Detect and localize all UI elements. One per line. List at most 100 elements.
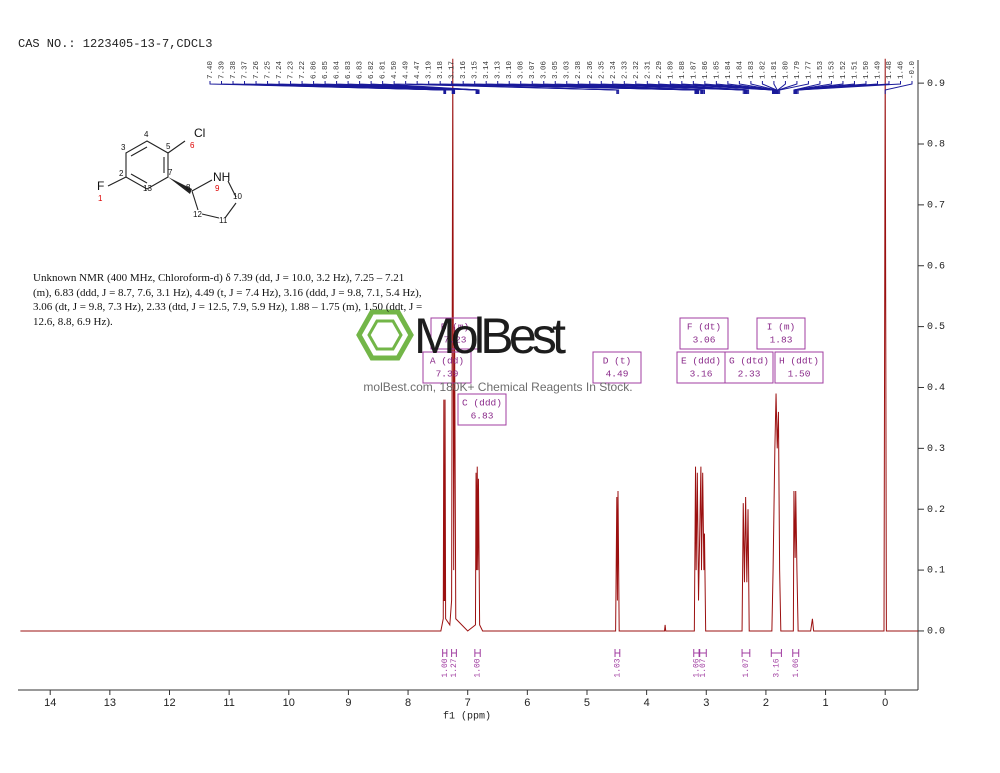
peak-leader: [779, 81, 809, 94]
multiplet-shift: 4.49: [606, 369, 629, 380]
peak-label: 1.50: [863, 60, 871, 79]
peak-label: 3.10: [506, 60, 514, 79]
peak-leader: [777, 81, 798, 94]
integral-label: 1.07: [742, 658, 751, 677]
peak-leader: [566, 81, 705, 94]
peak-label: 4.47: [414, 61, 422, 79]
multiplet-label: I (m): [767, 322, 796, 333]
x-tick-label: 6: [524, 697, 530, 709]
multiplet-box: [679, 317, 729, 350]
integral-label: 1.07: [699, 658, 708, 677]
x-tick-label: 1: [822, 697, 828, 709]
peak-label: 3.16: [460, 60, 468, 79]
peak-label: 6.83: [345, 60, 353, 79]
peak-label: 1.89: [667, 61, 675, 79]
y-tick-label: 0.9: [927, 79, 945, 90]
atom-label: NH: [213, 170, 230, 184]
peak-leader: [382, 81, 480, 94]
x-tick-label: 2: [763, 697, 769, 709]
x-tick-label: 13: [104, 697, 116, 709]
peak-label: 2.35: [598, 60, 606, 79]
peak-label: 1.49: [874, 61, 882, 79]
multiplet-box: [756, 317, 806, 350]
atom-label: F: [97, 179, 104, 193]
multiplet-shift: 1.50: [788, 369, 811, 380]
peak-label: 7.25: [265, 60, 273, 79]
peak-label: 3.15: [472, 60, 480, 79]
peak-label: 4.50: [391, 60, 399, 79]
peak-label: 1.88: [679, 61, 687, 79]
multiplet-box: [774, 351, 824, 384]
multiplet-box: [592, 351, 642, 384]
multiplet-box: [457, 393, 507, 426]
peak-label: 3.03: [564, 60, 572, 79]
multiplet-shift: 1.83: [770, 335, 793, 346]
multiplet-shift: 7.23: [444, 335, 467, 346]
x-tick-label: 9: [345, 697, 351, 709]
atom-number: 11: [219, 216, 228, 225]
atom-number: 12: [193, 210, 202, 219]
peak-label: 1.53: [817, 60, 825, 79]
multiplet-label: H (ddt): [779, 356, 819, 367]
nmr-description: Unknown NMR (400 MHz, Chloroform-d) δ 7.…: [33, 272, 423, 328]
peak-label: 2.32: [633, 61, 641, 79]
atom-number: 13: [143, 184, 152, 193]
watermark: MolBest molBest.com, 180K+ Chemical Reag…: [356, 308, 633, 394]
x-tick-label: 3: [703, 697, 709, 709]
peak-label: 1.81: [771, 60, 779, 79]
multiplet-label: F (dt): [687, 322, 721, 333]
peak-label: 7.40: [207, 60, 215, 79]
peak-label: 1.79: [794, 61, 802, 79]
y-tick-label: 0.7: [927, 201, 945, 212]
header: CAS NO.: 1223405-13-7,CDCL3: [18, 37, 212, 51]
atom-number: 8: [186, 183, 191, 192]
integral-label: 1.00: [474, 658, 483, 677]
x-tick-label: 14: [44, 697, 56, 709]
peak-label: 3.07: [529, 61, 537, 79]
multiplet-box: [724, 351, 774, 384]
peak-label: 1.80: [782, 60, 790, 79]
peak-leader: [301, 81, 456, 94]
peak-label: 3.05: [552, 60, 560, 79]
x-tick-label: 10: [283, 697, 295, 709]
peak-label: 6.85: [322, 60, 330, 79]
spectrum-line: [20, 58, 918, 632]
x-axis-label: f1 (ppm): [443, 711, 491, 723]
x-tick-label: 7: [465, 697, 471, 709]
y-tick-label: 0.2: [927, 505, 945, 516]
atom-number: 3: [121, 143, 126, 152]
peak-label: 4.49: [403, 61, 411, 79]
peak-leader: [884, 81, 913, 94]
multiplet-shift: 6.83: [471, 411, 494, 422]
integral-label: 1.27: [450, 658, 459, 677]
peak-label: 1.48: [886, 61, 894, 79]
peak-leader: [750, 81, 777, 94]
wedge-bond: [168, 177, 192, 194]
atom-number: 6: [190, 141, 195, 150]
peak-label: 1.86: [702, 60, 710, 79]
peak-leader: [451, 81, 697, 94]
y-tick-label: 0.8: [927, 140, 945, 151]
peak-leader: [704, 81, 775, 94]
integral-label: 1.06: [693, 658, 702, 677]
peak-label: 2.36: [587, 60, 595, 79]
peak-label: 7.26: [253, 60, 261, 79]
peak-label: 1.53: [828, 60, 836, 79]
multiplet-label: D (t): [603, 356, 632, 367]
atom-number: 2: [119, 169, 124, 178]
multiplet-shift: 7.39: [436, 369, 459, 380]
peak-label: 6.83: [357, 60, 365, 79]
peak-label: 7.38: [230, 61, 238, 79]
peak-label: 3.18: [437, 61, 445, 79]
x-tick-label: 5: [584, 697, 590, 709]
x-tick-label: 0: [882, 697, 888, 709]
peak-label: 1.83: [748, 60, 756, 79]
peak-leader: [715, 81, 776, 94]
x-tick-label: 12: [163, 697, 175, 709]
peak-leader: [738, 81, 776, 94]
multiplet-shift: 3.16: [690, 369, 713, 380]
atom-number: 5: [166, 142, 171, 151]
peak-label: 6.81: [380, 60, 388, 79]
watermark-tagline: molBest.com, 180K+ Chemical Reagents In …: [363, 380, 632, 394]
